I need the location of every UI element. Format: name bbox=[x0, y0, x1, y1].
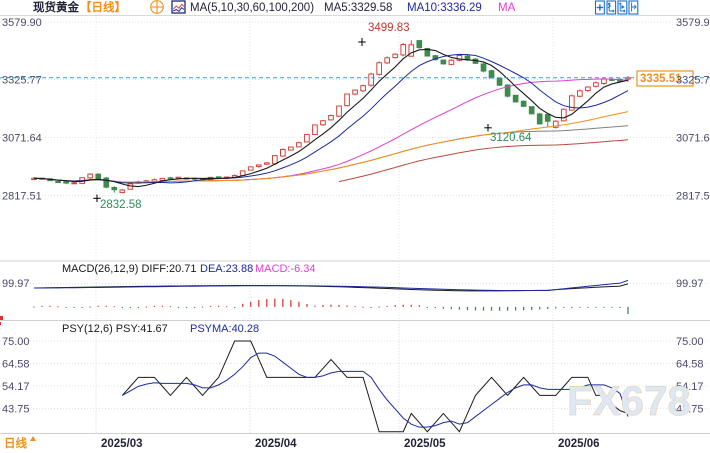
svg-text:2025/05: 2025/05 bbox=[404, 438, 446, 450]
svg-text:3499.83: 3499.83 bbox=[368, 22, 410, 34]
svg-text:DEA:23.88: DEA:23.88 bbox=[200, 263, 253, 275]
svg-text:MACD:-6.34: MACD:-6.34 bbox=[255, 263, 316, 275]
svg-text:2025/06: 2025/06 bbox=[558, 438, 600, 450]
svg-text:2832.58: 2832.58 bbox=[100, 199, 142, 211]
svg-text:3325.77: 3325.77 bbox=[2, 75, 42, 87]
svg-text:3325.77: 3325.77 bbox=[676, 75, 710, 87]
svg-text:3120.64: 3120.64 bbox=[490, 132, 532, 144]
svg-text:75.00: 75.00 bbox=[676, 336, 704, 348]
svg-text:MA5:3329.58: MA5:3329.58 bbox=[324, 2, 392, 14]
svg-text:MA(5,10,30,60,100,200): MA(5,10,30,60,100,200) bbox=[190, 2, 314, 14]
svg-text:3071.64: 3071.64 bbox=[2, 133, 42, 145]
svg-text:PSYMA:40.28: PSYMA:40.28 bbox=[190, 323, 259, 335]
svg-text:MACD(26,12,9) DIFF:20.71: MACD(26,12,9) DIFF:20.71 bbox=[62, 263, 197, 275]
svg-text:54.17: 54.17 bbox=[2, 381, 30, 393]
svg-text:FX678: FX678 bbox=[567, 377, 691, 424]
svg-text:99.97: 99.97 bbox=[2, 278, 30, 290]
svg-text:64.58: 64.58 bbox=[2, 359, 30, 371]
svg-text:日线: 日线 bbox=[4, 436, 27, 450]
svg-text:2025/03: 2025/03 bbox=[101, 438, 143, 450]
svg-text:现货黄金: 现货黄金 bbox=[33, 0, 79, 14]
svg-text:3579.90: 3579.90 bbox=[2, 17, 42, 29]
svg-text:75.00: 75.00 bbox=[2, 336, 30, 348]
svg-text:99.97: 99.97 bbox=[676, 278, 704, 290]
svg-text:3579.90: 3579.90 bbox=[676, 17, 710, 29]
svg-text:3071.64: 3071.64 bbox=[676, 133, 710, 145]
svg-text:2817.51: 2817.51 bbox=[676, 191, 710, 203]
svg-text:MA: MA bbox=[498, 2, 516, 14]
svg-text:MA10:3336.29: MA10:3336.29 bbox=[407, 2, 482, 14]
svg-text:64.58: 64.58 bbox=[676, 359, 704, 371]
svg-text:43.75: 43.75 bbox=[2, 404, 30, 416]
svg-text:2817.51: 2817.51 bbox=[2, 191, 42, 203]
svg-text:【日线】: 【日线】 bbox=[80, 0, 126, 14]
svg-text:2025/04: 2025/04 bbox=[255, 438, 297, 450]
svg-text:PSY(12,6) PSY:41.67: PSY(12,6) PSY:41.67 bbox=[62, 323, 168, 335]
